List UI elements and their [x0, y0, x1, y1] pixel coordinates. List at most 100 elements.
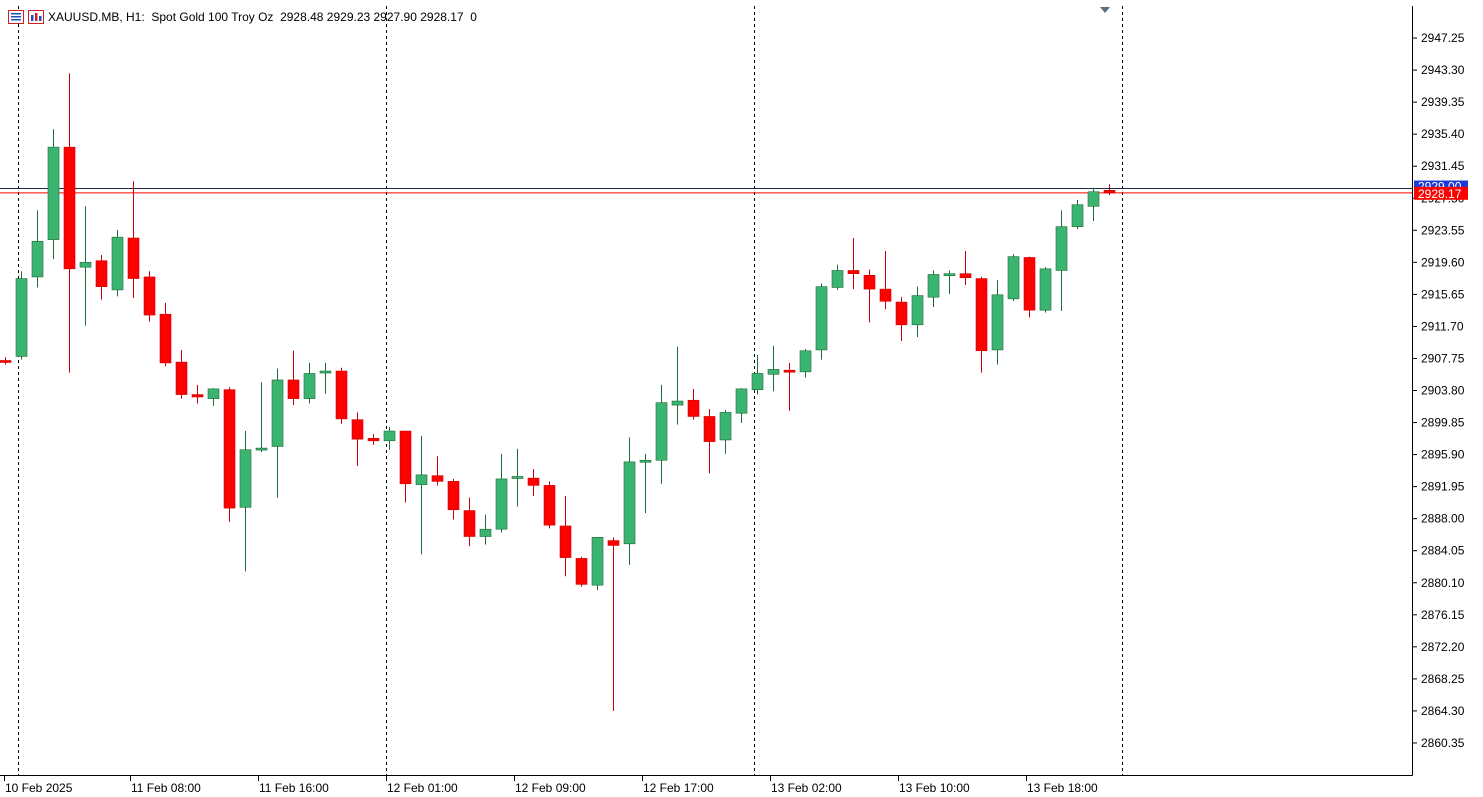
candle-body [543, 485, 556, 526]
candles [0, 73, 1116, 711]
candle [15, 271, 28, 360]
candle-body [1039, 268, 1052, 311]
candle-body [383, 430, 396, 442]
candle [783, 362, 796, 411]
candle-body [31, 240, 44, 278]
time-tick-label: 12 Feb 09:00 [515, 781, 586, 795]
candle-body [783, 369, 796, 373]
candle [0, 357, 12, 365]
candle-body [415, 474, 428, 485]
candle [1023, 256, 1036, 318]
candle-body [447, 481, 460, 511]
candle-body [735, 388, 748, 414]
candle-body [639, 459, 652, 463]
candle-body [127, 237, 140, 279]
time-tick-label: 13 Feb 18:00 [1027, 781, 1098, 795]
candle-body [927, 274, 940, 298]
price-tick-label: 2923.55 [1421, 223, 1465, 237]
price-tick-label: 2864.30 [1421, 704, 1465, 718]
candle [1055, 210, 1068, 312]
candle-body [463, 510, 476, 537]
candle [863, 269, 876, 323]
candle-body [15, 278, 28, 357]
price-axis[interactable]: 2947.252943.302939.352935.402931.452927.… [1412, 31, 1465, 750]
time-axis[interactable]: 10 Feb 2025 11 Feb 08:00 11 Feb 16:00 12 Fe… [4, 775, 1099, 795]
candle [271, 368, 284, 498]
price-tick-label: 2880.10 [1421, 576, 1465, 590]
candle-body [95, 260, 108, 287]
candle-body [895, 301, 908, 326]
candle [495, 453, 508, 533]
chart-bars-icon[interactable] [28, 10, 44, 24]
candle [63, 73, 76, 373]
candle [559, 495, 572, 577]
price-tick-label: 2911.70 [1421, 319, 1464, 333]
price-tick-label: 2891.95 [1421, 480, 1465, 494]
candle-body [575, 558, 588, 585]
candle [207, 388, 220, 406]
candle-body [527, 477, 540, 486]
candle [1071, 199, 1084, 230]
candle [1103, 184, 1116, 196]
chart-shift-marker-icon[interactable] [1100, 7, 1110, 13]
candle-body [495, 478, 508, 530]
candle-body [623, 461, 636, 545]
candle [255, 382, 268, 453]
candle [687, 388, 700, 420]
candle [127, 181, 140, 299]
chart-header: XAUUSD.MB, H1: Spot Gold 100 Troy Oz 292… [8, 8, 477, 26]
candle [47, 129, 60, 260]
bid-price-label: 2928.17 [1418, 187, 1462, 201]
price-tick-label: 2884.05 [1421, 544, 1465, 558]
candle-body [959, 273, 972, 279]
candle [159, 302, 172, 367]
candle-body [191, 394, 204, 398]
candle-body [703, 416, 716, 442]
price-tick-label: 2931.45 [1421, 159, 1465, 173]
price-tick-label: 2895.90 [1421, 448, 1465, 462]
price-tick-label: 2943.30 [1421, 63, 1465, 77]
candle [607, 537, 620, 711]
candle [1039, 267, 1052, 313]
time-tick-label: 13 Feb 02:00 [771, 781, 842, 795]
candle [191, 384, 204, 404]
candle [815, 283, 828, 360]
menu-grid-icon[interactable] [8, 10, 24, 24]
candle-body [863, 275, 876, 290]
candle [31, 210, 44, 288]
candle-body [0, 360, 12, 363]
candle-body [287, 379, 300, 399]
candle-body [79, 262, 92, 268]
candle [111, 229, 124, 297]
candle [351, 412, 364, 466]
time-tick-label: 11 Feb 16:00 [259, 781, 329, 795]
candle-body [847, 270, 860, 274]
candle-body [255, 447, 268, 451]
candle [847, 237, 860, 290]
price-tick-label: 2899.85 [1421, 416, 1465, 430]
candle [671, 346, 684, 425]
candle [959, 250, 972, 286]
candle-body [367, 438, 380, 442]
price-tick-label: 2888.00 [1421, 512, 1465, 526]
price-tick-label: 2868.25 [1421, 672, 1465, 686]
candle-body [687, 399, 700, 417]
candle-body [879, 288, 892, 302]
price-tick-label: 2915.65 [1421, 287, 1465, 301]
candle-body [655, 402, 668, 461]
candle-body [1023, 257, 1036, 311]
candle [703, 409, 716, 474]
candle-body [335, 370, 348, 420]
candle [447, 478, 460, 520]
candle [367, 434, 380, 445]
candle-body [991, 294, 1004, 351]
candle-body [63, 146, 76, 270]
candle [527, 469, 540, 496]
candle [399, 430, 412, 503]
candle [415, 435, 428, 555]
candle-body [479, 528, 492, 537]
candle [383, 427, 396, 450]
